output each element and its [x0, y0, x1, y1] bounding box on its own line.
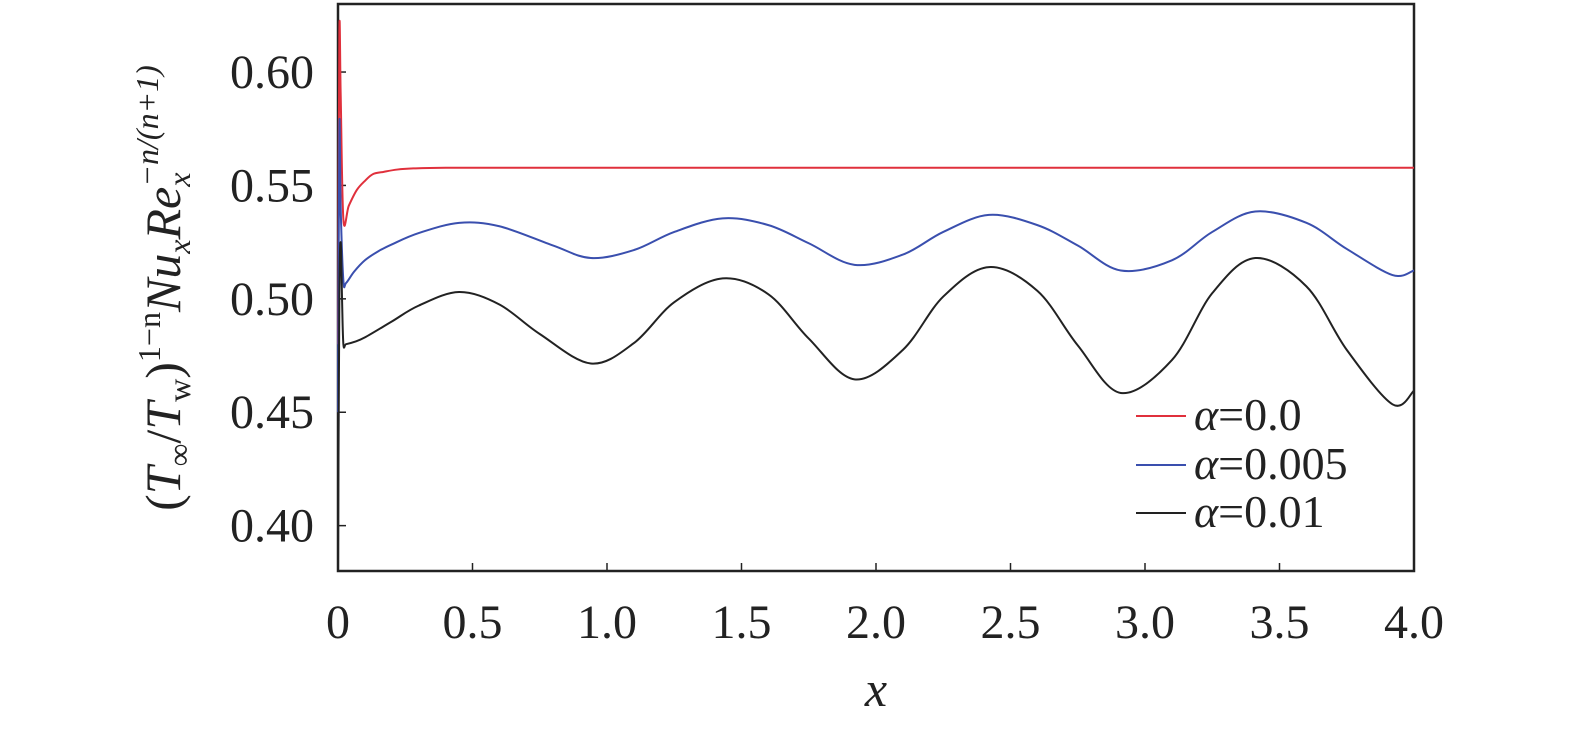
x-tick-label: 2.0	[846, 596, 906, 649]
y-label-t1-sub: ∞	[161, 444, 197, 467]
x-tick-label: 4.0	[1384, 596, 1444, 649]
y-label-nu-sub: x	[161, 239, 197, 254]
y-tick-label: 0.45	[230, 386, 314, 439]
legend-label-alpha-0: α=0.0	[1194, 389, 1302, 440]
y-label-slash: /	[135, 430, 191, 444]
series-line-alpha-0005	[337, 117, 1415, 413]
legend: α=0.0 α=0.005 α=0.01	[1136, 389, 1348, 537]
y-tick-label: 0.60	[230, 46, 314, 99]
y-label-re-sub: x	[161, 173, 197, 188]
y-axis-ticks: 0.40 0.45 0.50 0.55 0.60	[230, 46, 346, 553]
y-label-nu: Nu	[135, 254, 191, 313]
x-tick-label: 3.5	[1250, 596, 1310, 649]
y-label-t1: T	[135, 463, 191, 494]
y-tick-label: 0.50	[230, 273, 314, 326]
y-label-exponent-2: −n/(n+1)	[129, 65, 165, 186]
y-label-close-paren: )	[135, 362, 191, 379]
x-tick-label: 1.0	[577, 596, 637, 649]
y-label-open-paren: (	[135, 494, 191, 511]
y-label-t2: T	[135, 399, 191, 430]
y-label-t2-sub: w	[161, 379, 197, 402]
series-line-alpha-0	[337, 19, 1414, 345]
legend-label-alpha-001: α=0.01	[1194, 486, 1325, 537]
y-label-exponent-1: 1−n	[131, 312, 167, 362]
x-axis-ticks: 0 0.5 1.0 1.5 2.0 2.5 3.0 3.5 4.0	[326, 563, 1444, 649]
y-axis-label: (T∞/Tw)1−nNuxRex−n/(n+1)	[129, 65, 197, 511]
x-tick-label: 0	[326, 596, 350, 649]
x-tick-label: 2.5	[981, 596, 1041, 649]
series-line-alpha-001	[337, 241, 1415, 572]
x-tick-label: 0.5	[443, 596, 503, 649]
series-layer	[337, 19, 1415, 572]
y-tick-label: 0.40	[230, 500, 314, 553]
y-label-re: Re	[135, 187, 191, 241]
x-axis-label: x	[864, 661, 887, 717]
x-tick-label: 3.0	[1115, 596, 1175, 649]
legend-label-alpha-0005: α=0.005	[1194, 438, 1348, 489]
x-tick-label: 1.5	[712, 596, 772, 649]
y-tick-label: 0.55	[230, 159, 314, 212]
